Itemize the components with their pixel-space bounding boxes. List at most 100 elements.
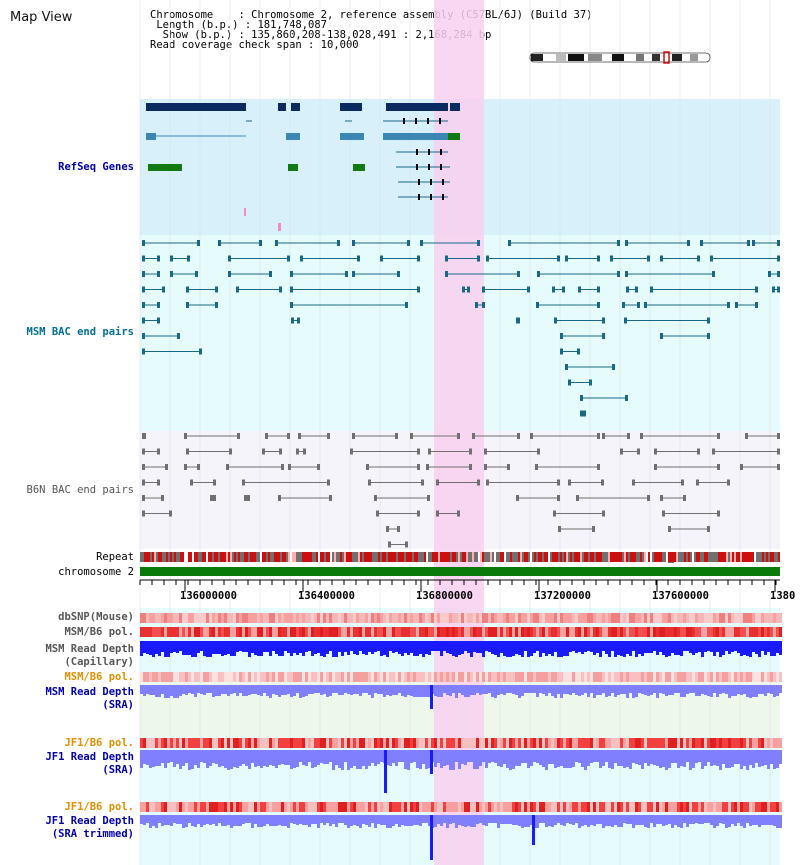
depth-bar [269,685,272,698]
heat-cell [236,802,239,812]
heat-cell [761,738,764,748]
heat-cell [497,802,500,812]
depth-bar [686,641,689,651]
heat-cell [737,672,740,682]
repeat-segment [142,552,144,562]
depth-bar [611,685,614,693]
heat-cell [188,738,191,748]
heat-cell [626,672,629,682]
heat-cell [425,802,428,812]
heat-cell [761,672,764,682]
depth-bar [776,815,779,828]
bac-end [426,464,429,470]
chromosome-ideogram[interactable] [529,51,711,64]
repeat-segment [282,552,284,562]
heat-cell [551,802,554,812]
bac-end [486,479,489,486]
heat-cell [338,738,341,748]
depth-bar [503,750,506,764]
depth-bar [350,750,353,768]
depth-bar [143,685,146,696]
depth-bar [305,815,308,825]
repeat-segment [242,552,244,562]
depth-bar [515,641,518,654]
bac-end [157,271,160,277]
heat-cell [572,802,575,812]
heat-cell [446,613,449,623]
heat-cell [482,738,485,748]
bac-end [717,510,720,517]
heat-cell [227,802,230,812]
depth-bar [239,685,242,693]
heat-cell [554,627,557,637]
bac-end [777,433,780,439]
heat-cell [545,738,548,748]
depth-bar [473,750,476,769]
heat-cell [455,802,458,812]
heat-cell [509,802,512,812]
chromosome-label: chromosome 2 [58,566,134,578]
bac-end [601,479,604,486]
depth-bar [143,815,146,825]
heat-cell [281,802,284,812]
heat-cell [554,613,557,623]
heat-cell [632,672,635,682]
depth-bar [461,750,464,764]
depth-bar [236,750,239,768]
heat-cell [443,738,446,748]
depth-bar [140,641,143,656]
heat-cell [431,738,434,748]
heat-cell [650,672,653,682]
repeat-segment [378,552,380,562]
depth-bar [401,641,404,656]
depth-bar [140,815,143,824]
depth-bar [488,750,491,763]
heat-cell [731,738,734,748]
depth-bar [485,750,488,768]
bac-end [388,541,391,548]
depth-bar [299,685,302,698]
heat-cell [716,738,719,748]
heat-cell [701,627,704,637]
repeat-segment [568,552,570,562]
heat-cell [737,613,740,623]
depth-bar [632,641,635,651]
depth-bar [677,750,680,768]
repeat-segment [500,552,502,562]
depth-bar [269,815,272,826]
gene-exon [439,118,441,124]
depth-bar [452,750,455,770]
depth-bar [548,815,551,826]
msm-depth-cap-label-2: (Capillary) [64,656,134,668]
heat-cell [692,738,695,748]
heat-cell [215,613,218,623]
heat-cell [500,627,503,637]
depth-bar [551,815,554,827]
heat-cell [188,627,191,637]
repeat-segment [686,552,688,562]
bac-end [576,495,579,501]
repeat-segment [552,552,554,562]
heat-cell [773,802,776,812]
bac-end [625,271,628,277]
repeat-segment [270,552,272,562]
heat-cell [542,627,545,637]
gene-exon [430,194,432,200]
heat-cell [647,802,650,812]
bac-end [345,271,348,277]
depth-bar [686,750,689,762]
depth-bar [557,685,560,694]
depth-bar [758,815,761,827]
repeat-segment [440,552,442,562]
heat-cell [260,613,263,623]
heat-cell [371,627,374,637]
heat-cell [416,738,419,748]
depth-bar [731,815,734,824]
repeat-segment [530,552,532,562]
heat-cell [683,672,686,682]
repeat-segment [390,552,392,562]
depth-bar [614,641,617,657]
heat-cell [689,613,692,623]
heat-cell [209,627,212,637]
